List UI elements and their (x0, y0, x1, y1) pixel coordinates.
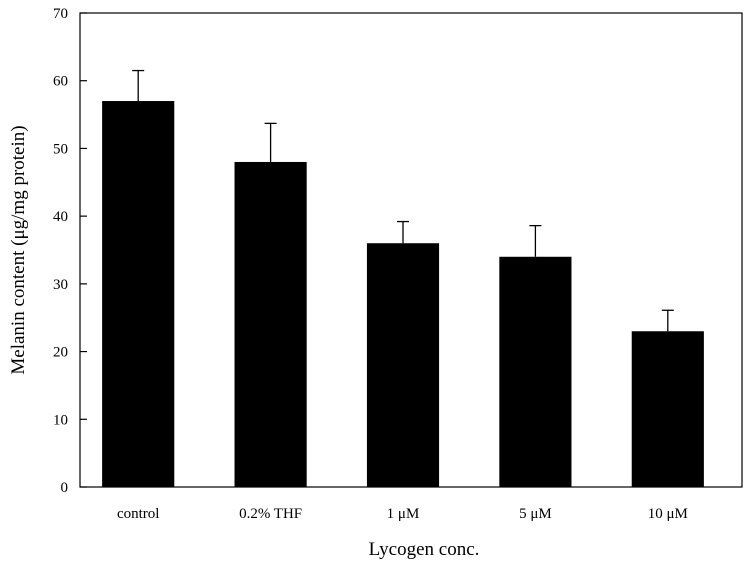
x-tick-label: control (117, 506, 160, 522)
y-tick-label: 60 (53, 74, 68, 90)
y-tick-label: 50 (53, 141, 68, 157)
bar (366, 243, 440, 487)
y-axis-title: Melanin content (μg/mg protein) (8, 125, 29, 374)
bar (631, 331, 704, 487)
y-axis-ticks: 0 10 20 30 40 50 60 70 (53, 6, 87, 496)
plot-frame (79, 12, 743, 488)
bar (102, 101, 175, 488)
y-tick-label: 70 (53, 6, 68, 22)
x-tick-label: 0.2% THF (239, 506, 302, 522)
x-tick-label: 10 μM (648, 506, 688, 522)
x-tick-label: 5 μM (519, 506, 552, 522)
bar (499, 256, 572, 487)
x-axis-title: Lycogen conc. (369, 539, 480, 560)
x-axis-tick-labels: control 0.2% THF 1 μM 5 μM 10 μM (117, 506, 688, 522)
error-bars-group (132, 69, 674, 332)
bars-group (102, 101, 704, 488)
y-tick-label: 0 (61, 480, 69, 496)
x-tick-label: 1 μM (387, 506, 420, 522)
y-tick-label: 30 (53, 277, 68, 293)
y-tick-label: 10 (53, 412, 68, 428)
y-tick-label: 40 (53, 209, 68, 225)
bar (234, 161, 307, 487)
y-tick-label: 20 (53, 345, 68, 361)
